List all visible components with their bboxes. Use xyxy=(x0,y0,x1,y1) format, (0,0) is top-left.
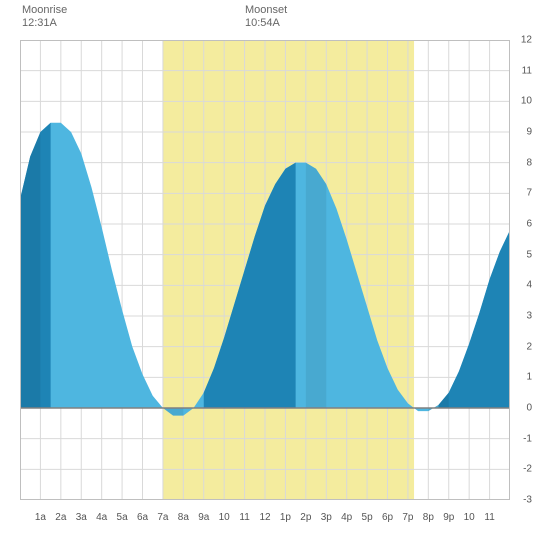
y-tick-label: 3 xyxy=(514,311,532,322)
y-tick-label: 10 xyxy=(514,96,532,107)
y-tick-label: 5 xyxy=(514,249,532,260)
x-tick-label: 4a xyxy=(96,512,107,523)
x-tick-label: 1a xyxy=(35,512,46,523)
x-tick-label: 9a xyxy=(198,512,209,523)
x-tick-label: 3a xyxy=(76,512,87,523)
x-tick-label: 5a xyxy=(117,512,128,523)
y-tick-label: 7 xyxy=(514,188,532,199)
x-tick-label: 3p xyxy=(321,512,332,523)
moonrise-time: 12:31A xyxy=(22,17,57,30)
y-tick-label: 6 xyxy=(514,219,532,230)
moonset-time: 10:54A xyxy=(245,17,280,30)
y-tick-label: 4 xyxy=(514,280,532,291)
x-tick-label: 8a xyxy=(178,512,189,523)
x-tick-label: 11 xyxy=(239,512,249,523)
y-tick-label: 11 xyxy=(514,65,532,76)
y-tick-label: 0 xyxy=(514,403,532,414)
y-tick-label: 12 xyxy=(514,35,532,46)
x-tick-label: 10 xyxy=(219,512,230,523)
y-tick-label: 8 xyxy=(514,157,532,168)
y-tick-label: 9 xyxy=(514,127,532,138)
y-tick-label: -1 xyxy=(514,433,532,444)
moonset-label: Moonset xyxy=(245,4,287,17)
y-tick-label: -3 xyxy=(514,495,532,506)
moonrise-label: Moonrise xyxy=(22,4,67,17)
x-tick-label: 7p xyxy=(402,512,413,523)
x-tick-label: 12 xyxy=(259,512,270,523)
x-tick-label: 2a xyxy=(55,512,66,523)
x-tick-label: 1p xyxy=(280,512,291,523)
x-tick-label: 7a xyxy=(157,512,168,523)
x-tick-label: 9p xyxy=(443,512,454,523)
x-tick-label: 11 xyxy=(484,512,494,523)
x-tick-label: 8p xyxy=(423,512,434,523)
tide-moon-chart: Moonrise 12:31A Moonset 10:54A -3-2-1012… xyxy=(0,0,550,550)
plot-area xyxy=(20,40,510,500)
x-tick-label: 6a xyxy=(137,512,148,523)
x-tick-label: 6p xyxy=(382,512,393,523)
y-tick-label: -2 xyxy=(514,464,532,475)
x-tick-label: 5p xyxy=(362,512,373,523)
x-tick-label: 2p xyxy=(300,512,311,523)
y-tick-label: 1 xyxy=(514,372,532,383)
x-tick-label: 10 xyxy=(464,512,475,523)
tide-curve-svg xyxy=(20,40,510,500)
y-tick-label: 2 xyxy=(514,341,532,352)
x-tick-label: 4p xyxy=(341,512,352,523)
